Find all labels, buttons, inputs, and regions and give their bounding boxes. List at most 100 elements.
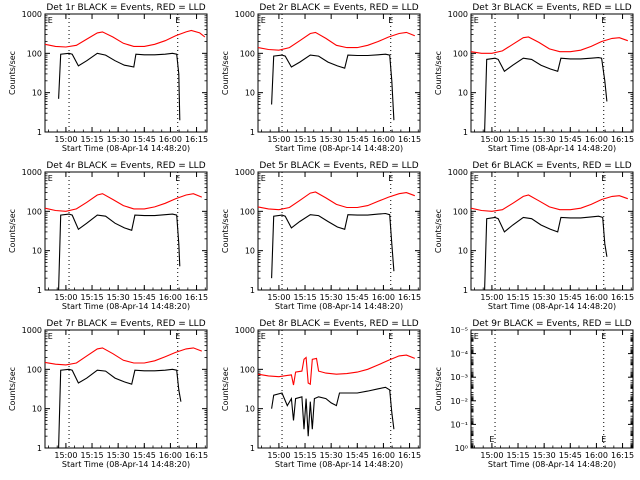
panel-title: Det 8r BLACK = Events, RED = LLD xyxy=(259,319,418,329)
x-tick-label: 15:45 xyxy=(559,451,582,460)
x-tick-label: 16:15 xyxy=(185,451,208,460)
y-tick-label: 1000 xyxy=(235,168,255,177)
x-tick-label: 16:00 xyxy=(372,293,395,302)
marker-label-bottom: E xyxy=(601,435,606,444)
x-tick-label: 15:45 xyxy=(346,135,369,144)
panel-title: Det 3r BLACK = Events, RED = LLD xyxy=(472,3,631,13)
y-tick-label: 1000 xyxy=(22,168,42,177)
x-tick-label: 15:15 xyxy=(81,135,104,144)
y-tick-label: 10⁻² xyxy=(450,397,468,406)
y-axis-label: Counts/sec xyxy=(8,51,17,95)
panel-det3: Det 3r BLACK = Events, RED = LLD 1 10 100 10… xyxy=(434,3,634,153)
x-tick-label: 15:45 xyxy=(133,451,156,460)
marker-label: E xyxy=(175,16,180,25)
x-tick-label: 15:15 xyxy=(294,293,317,302)
marker-label: E xyxy=(601,332,606,341)
marker-label: E xyxy=(474,174,479,183)
y-tick-label: 1 xyxy=(463,128,468,137)
x-axis-label: Start Time (08-Apr-14 14:48:20) xyxy=(488,302,616,311)
y-tick-label: 10 xyxy=(458,247,468,256)
x-tick-label: 15:45 xyxy=(559,293,582,302)
lld-series-line xyxy=(44,29,206,48)
x-tick-label: 16:15 xyxy=(185,293,208,302)
x-tick-label: 15:30 xyxy=(533,293,556,302)
x-tick-label: 15:00 xyxy=(267,451,290,460)
x-tick-label: 16:00 xyxy=(372,135,395,144)
y-tick-label: 10⁻⁴ xyxy=(450,350,468,359)
panel-title: Det 2r BLACK = Events, RED = LLD xyxy=(259,3,418,13)
marker-label: E xyxy=(175,332,180,341)
x-tick-label: 16:00 xyxy=(372,451,395,460)
marker-label: E xyxy=(261,332,266,341)
events-series-line xyxy=(271,53,395,121)
marker-label: E xyxy=(474,332,479,341)
x-tick-label: 15:15 xyxy=(507,451,530,460)
x-tick-label: 15:00 xyxy=(54,293,77,302)
x-tick-label: 16:00 xyxy=(159,451,182,460)
x-axis-label: Start Time (08-Apr-14 14:48:20) xyxy=(275,302,403,311)
plot-frame xyxy=(470,171,634,291)
panel-det6: Det 6r BLACK = Events, RED = LLD 1 10 100 10… xyxy=(434,161,634,311)
panel-title: Det 4r BLACK = Events, RED = LLD xyxy=(46,161,205,171)
plot-frame xyxy=(44,171,208,291)
lld-series-line xyxy=(257,354,416,386)
panel-title: Det 7r BLACK = Events, RED = LLD xyxy=(46,319,205,329)
x-tick-label: 16:15 xyxy=(611,451,634,460)
x-tick-label: 15:30 xyxy=(533,451,556,460)
panel-title: Det 6r BLACK = Events, RED = LLD xyxy=(472,161,631,171)
marker-label: E xyxy=(48,174,53,183)
x-tick-label: 16:00 xyxy=(585,293,608,302)
y-tick-label: 1 xyxy=(463,286,468,295)
y-tick-label: 10 xyxy=(32,89,42,98)
x-axis-label: Start Time (08-Apr-14 14:48:20) xyxy=(275,460,403,469)
lld-series-line xyxy=(470,194,628,212)
lld-series-line xyxy=(44,347,202,366)
events-series-line xyxy=(58,368,182,449)
x-tick-label: 15:00 xyxy=(480,293,503,302)
x-tick-label: 15:15 xyxy=(81,293,104,302)
panel-det8: Det 8r BLACK = Events, RED = LLD 1 10 100 10… xyxy=(221,319,421,469)
events-series-line xyxy=(484,57,608,133)
y-tick-label: 100 xyxy=(240,207,255,216)
marker-label: E xyxy=(261,16,266,25)
plot-frame xyxy=(257,329,421,449)
y-tick-label: 1 xyxy=(37,444,42,453)
plot-frame xyxy=(257,171,421,291)
plot-frame xyxy=(44,329,208,449)
x-tick-label: 16:15 xyxy=(398,135,421,144)
y-tick-label: 1000 xyxy=(448,10,468,19)
panel-det2: Det 2r BLACK = Events, RED = LLD 1 10 100 10… xyxy=(221,3,421,153)
marker-label: E xyxy=(474,16,479,25)
y-tick-label: 10 xyxy=(32,405,42,414)
x-tick-label: 16:15 xyxy=(611,293,634,302)
x-tick-label: 16:15 xyxy=(611,135,634,144)
y-tick-label: 100 xyxy=(453,49,468,58)
y-tick-label: 1000 xyxy=(22,326,42,335)
marker-label: E xyxy=(388,332,393,341)
panel-title: Det 1r BLACK = Events, RED = LLD xyxy=(46,3,205,13)
x-tick-label: 15:15 xyxy=(294,135,317,144)
x-tick-label: 15:00 xyxy=(54,451,77,460)
x-tick-label: 15:45 xyxy=(133,293,156,302)
marker-label: E xyxy=(601,174,606,183)
y-tick-label: 10⁻³ xyxy=(450,373,468,382)
y-tick-label: 10⁰ xyxy=(455,444,468,453)
y-tick-label: 1000 xyxy=(448,168,468,177)
marker-label: E xyxy=(48,332,53,341)
y-tick-label: 1 xyxy=(250,444,255,453)
x-tick-label: 16:00 xyxy=(585,451,608,460)
x-axis-label: Start Time (08-Apr-14 14:48:20) xyxy=(275,144,403,153)
x-tick-label: 15:30 xyxy=(533,135,556,144)
x-tick-label: 15:00 xyxy=(480,451,503,460)
panel-det9: Det 9r BLACK = Events, RED = LLD 10⁰ 10⁻¹ 1… xyxy=(434,319,634,469)
x-tick-label: 15:45 xyxy=(346,451,369,460)
y-axis-label: Counts/sec xyxy=(434,51,443,95)
y-tick-label: 1000 xyxy=(235,326,255,335)
marker-label-bottom: E xyxy=(489,435,494,444)
y-axis-label: Counts/sec xyxy=(8,367,17,411)
x-tick-label: 15:00 xyxy=(267,135,290,144)
y-axis-label: Counts/sec xyxy=(221,51,230,95)
x-axis-label: Start Time (08-Apr-14 14:48:20) xyxy=(62,144,190,153)
panel-det5: Det 5r BLACK = Events, RED = LLD 1 10 100 10… xyxy=(221,161,421,311)
